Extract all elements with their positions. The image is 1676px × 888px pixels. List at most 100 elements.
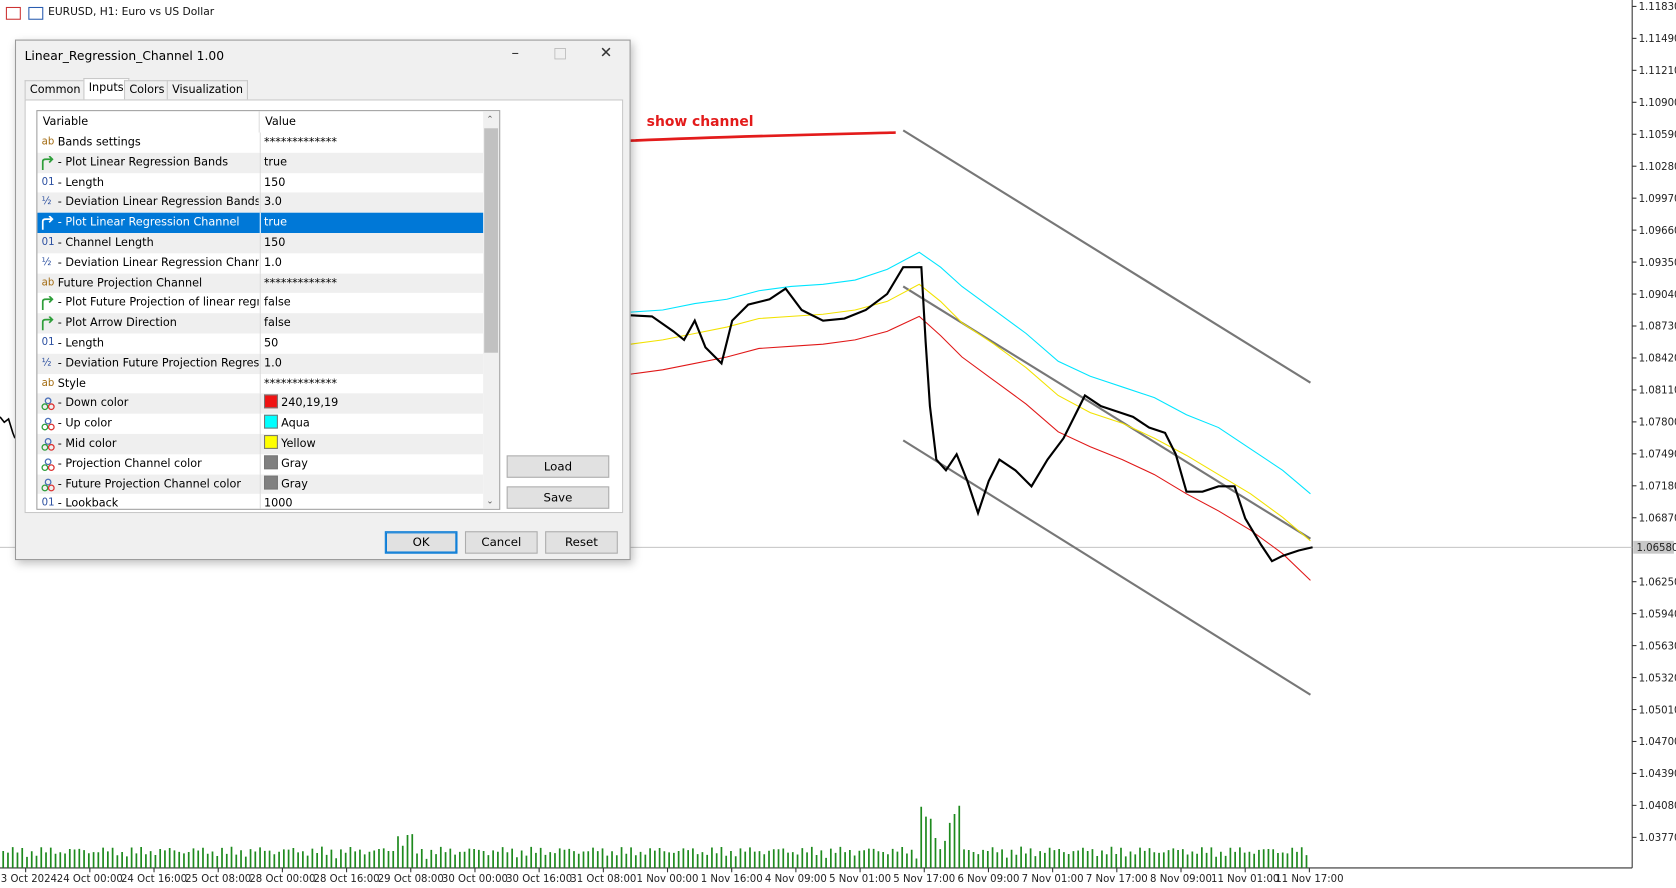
time-label: 11 Nov 17:00 <box>1275 874 1343 885</box>
row-icon: ½ <box>41 356 52 369</box>
row-icon <box>41 397 55 411</box>
column-header: Value <box>265 115 296 129</box>
scrollbar[interactable]: ⌃ ⌄ <box>483 111 500 509</box>
row-icon: ½ <box>41 196 52 208</box>
time-label: 30 Oct 00:00 <box>442 874 508 885</box>
time-label: 24 Oct 00:00 <box>57 874 123 885</box>
price-label: 1.08110 <box>1639 386 1676 397</box>
value-cell: ************* <box>259 373 483 394</box>
tab[interactable]: Inputs <box>83 78 129 101</box>
variable-cell: - Deviation Linear Regression Channel <box>57 256 259 270</box>
color-swatch <box>264 414 278 429</box>
tab[interactable]: Colors <box>123 80 170 100</box>
price-label: 1.07490 <box>1639 450 1676 461</box>
variable-cell: - Plot Linear Regression Bands <box>57 155 229 169</box>
table-row[interactable]: ½ - Deviation Future Projection Regressi… <box>37 353 484 374</box>
price-label: 1.08730 <box>1639 322 1676 333</box>
window-title: EURUSD, H1: Euro vs US Dollar <box>48 6 215 19</box>
variable-cell: - Mid color <box>57 437 117 450</box>
row-icon: 01 <box>41 236 55 248</box>
row-icon: 01 <box>41 336 55 349</box>
table-row[interactable]: 01 - Length 150 <box>37 172 483 193</box>
value-text: 3.0 <box>264 196 282 209</box>
value-text: ************* <box>264 135 337 149</box>
color-swatch <box>264 475 278 490</box>
inputs-table: ⌃ ⌄ Variable Value ab Bands settings *******… <box>36 110 501 510</box>
table-row[interactable]: - Future Projection Channel color Gray <box>37 474 484 495</box>
price-label: 1.09970 <box>1639 194 1676 205</box>
value-cell: true <box>259 212 483 233</box>
tab[interactable]: Common <box>24 80 86 100</box>
table-row[interactable]: - Projection Channel color Gray <box>37 454 483 475</box>
table-row[interactable]: ab Bands settings ************* <box>37 132 483 153</box>
value-text: false <box>264 316 291 330</box>
value-text: 1000 <box>264 497 293 510</box>
table-row[interactable]: - Plot Linear Regression Channel true <box>37 212 484 233</box>
time-label: 1 Nov 00:00 <box>637 874 699 885</box>
variable-cell: - Length <box>57 175 105 189</box>
variable-cell: Future Projection Channel <box>57 276 203 290</box>
table-row[interactable]: ½ - Deviation Linear Regression Bands 3.0 <box>37 192 484 213</box>
time-label: 7 Nov 17:00 <box>1086 874 1148 885</box>
upper-band <box>630 251 1311 495</box>
price-label: 1.11830 <box>1639 2 1676 13</box>
table-row[interactable]: 01 - Length 50 <box>37 333 483 354</box>
price-label: 1.05940 <box>1639 609 1676 620</box>
table-row[interactable]: - Plot Linear Regression Bands true <box>37 152 484 173</box>
dialog: Linear_Regression_Channel 1.00 – □ ✕ Com… <box>14 39 631 561</box>
price-label: 1.09350 <box>1639 258 1676 269</box>
table-row[interactable]: ab Future Projection Channel ************* <box>37 273 484 294</box>
time-label: 29 Oct 08:00 <box>378 874 444 885</box>
value-text: 150 <box>264 236 286 250</box>
time-label: 8 Nov 09:00 <box>1150 874 1212 885</box>
table-row[interactable]: - Plot Arrow Direction false <box>37 313 484 334</box>
time-label: 24 Oct 16:00 <box>121 874 187 885</box>
row-icon <box>41 478 55 491</box>
dialog-button[interactable]: Cancel <box>464 531 538 554</box>
table-row[interactable]: ½ - Deviation Linear Regression Channel 1… <box>37 253 483 274</box>
value-cell: false <box>259 313 483 334</box>
side-button[interactable]: Save <box>506 486 610 509</box>
chart-icon[interactable] <box>28 6 44 20</box>
value-cell: true <box>259 152 483 173</box>
tab[interactable]: Visualization <box>166 80 249 100</box>
value-cell: 50 <box>259 333 483 354</box>
volume-bars <box>2 805 1308 868</box>
price-label: 1.05320 <box>1639 673 1676 684</box>
side-button[interactable]: Load <box>506 455 610 478</box>
dialog-button[interactable]: Reset <box>545 531 618 554</box>
price-label: 1.04080 <box>1639 801 1676 812</box>
row-icon <box>41 296 54 311</box>
minimize-button[interactable]: – <box>511 44 519 62</box>
value-text: 1.0 <box>264 256 282 270</box>
time-label: 5 Nov 17:00 <box>893 874 955 885</box>
row-icon: ab <box>41 276 55 289</box>
table-row[interactable]: ab Style ************* <box>37 373 483 394</box>
dialog-button[interactable]: OK <box>384 531 458 554</box>
table-row[interactable]: - Plot Future Projection of linear regre… <box>37 293 483 314</box>
value-cell: Gray <box>259 474 483 495</box>
table-row[interactable]: - Mid color Yellow <box>37 433 484 455</box>
variable-cell: - Plot Linear Regression Channel <box>57 216 240 229</box>
value-cell: 1000 <box>259 494 483 510</box>
table-row[interactable]: 01 - Channel Length 150 <box>37 233 484 254</box>
menu-icon[interactable] <box>5 6 21 20</box>
table-row[interactable]: 01 - Lookback 1000 <box>37 494 483 510</box>
price-label: 1.09660 <box>1639 226 1676 237</box>
price-label: 1.03770 <box>1639 833 1676 844</box>
value-text: Yellow <box>281 437 316 450</box>
row-icon <box>41 417 55 431</box>
time-label: 23 Oct 2024 <box>0 874 57 885</box>
time-label: 30 Oct 16:00 <box>506 874 572 885</box>
close-button[interactable]: ✕ <box>599 44 613 62</box>
value-cell: 240,19,19 <box>259 393 483 414</box>
time-label: 1 Nov 16:00 <box>701 874 763 885</box>
value-text: Gray <box>281 477 308 491</box>
value-text: Gray <box>281 457 308 471</box>
price-path <box>630 266 1313 563</box>
time-label: 28 Oct 00:00 <box>249 874 315 885</box>
table-row[interactable]: - Down color 240,19,19 <box>37 393 484 414</box>
time-label: 11 Nov 01:00 <box>1211 874 1279 885</box>
price-label: 1.05010 <box>1639 705 1676 716</box>
table-row[interactable]: - Up color Aqua <box>37 413 483 434</box>
